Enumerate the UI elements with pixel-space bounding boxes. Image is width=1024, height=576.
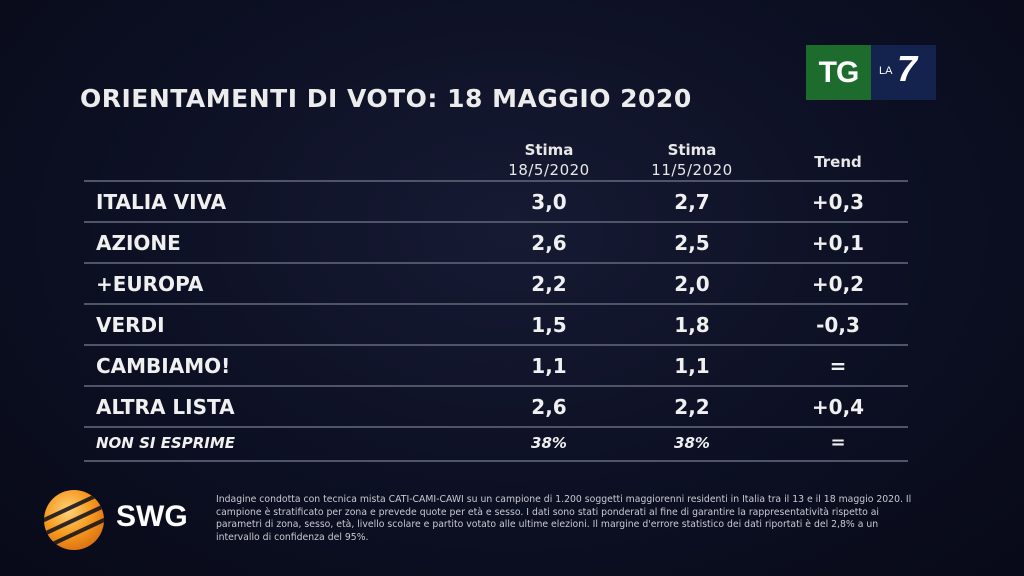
trend-value: +0,2 bbox=[811, 272, 865, 296]
header-previous-label: Stima bbox=[667, 141, 717, 159]
header-current-label: Stima bbox=[524, 141, 574, 159]
trend-value: -0,3 bbox=[816, 313, 860, 337]
current-estimate: 1,1 bbox=[531, 354, 567, 378]
current-estimate: 38% bbox=[531, 434, 567, 452]
row-divider bbox=[84, 344, 908, 346]
row-divider bbox=[84, 385, 908, 387]
party-name: CAMBIAMO! bbox=[96, 354, 231, 378]
current-estimate: 2,2 bbox=[531, 272, 567, 296]
table-row: AZIONE 2,6 2,5 +0,1 bbox=[84, 223, 908, 263]
trend-value: +0,4 bbox=[811, 395, 865, 419]
row-divider bbox=[84, 221, 908, 223]
page-title: ORIENTAMENTI DI VOTO: 18 MAGGIO 2020 bbox=[80, 84, 692, 113]
trend-value: = bbox=[829, 354, 847, 378]
previous-estimate: 2,7 bbox=[674, 190, 710, 214]
party-name: NON SI ESPRIME bbox=[96, 434, 236, 452]
table-row: NON SI ESPRIME 38% 38% = bbox=[84, 428, 908, 460]
tg-logo-part: TG bbox=[806, 45, 871, 100]
current-estimate: 2,6 bbox=[531, 231, 567, 255]
trend-value: +0,3 bbox=[811, 190, 865, 214]
la-logo-text: LA bbox=[879, 65, 893, 77]
methodology-note: Indagine condotta con tecnica mista CATI… bbox=[216, 494, 912, 543]
trend-value: +0,1 bbox=[811, 231, 865, 255]
header-current-estimate: Stima 18/5/2020 bbox=[484, 140, 614, 180]
previous-estimate: 1,1 bbox=[674, 354, 710, 378]
table-row: CAMBIAMO! 1,1 1,1 = bbox=[84, 346, 908, 386]
header-previous-date: 11/5/2020 bbox=[651, 161, 733, 179]
current-estimate: 2,6 bbox=[531, 395, 567, 419]
previous-estimate: 38% bbox=[674, 434, 710, 452]
seven-logo-text: 7 bbox=[897, 48, 918, 89]
la7-logo-part: LA 7 bbox=[871, 45, 936, 100]
table-row: ITALIA VIVA 3,0 2,7 +0,3 bbox=[84, 182, 908, 222]
previous-estimate: 2,0 bbox=[674, 272, 710, 296]
swg-logo: SWG bbox=[44, 490, 204, 550]
header-trend: Trend bbox=[814, 153, 862, 171]
table-row: +EUROPA 2,2 2,0 +0,2 bbox=[84, 264, 908, 304]
previous-estimate: 2,5 bbox=[674, 231, 710, 255]
current-estimate: 1,5 bbox=[531, 313, 567, 337]
party-name: ITALIA VIVA bbox=[96, 190, 227, 214]
table-row: ALTRA LISTA 2,6 2,2 +0,4 bbox=[84, 387, 908, 427]
current-estimate: 3,0 bbox=[531, 190, 567, 214]
party-name: ALTRA LISTA bbox=[96, 395, 235, 419]
trend-value: = bbox=[830, 432, 846, 453]
party-name: AZIONE bbox=[96, 231, 181, 255]
swg-logo-text: SWG bbox=[116, 500, 188, 533]
tg-la7-logo: TG LA 7 bbox=[806, 45, 936, 100]
poll-table: Stima 18/5/2020 Stima 11/5/2020 Trend IT… bbox=[84, 140, 908, 470]
row-divider bbox=[84, 180, 908, 182]
row-divider bbox=[84, 262, 908, 264]
party-name: VERDI bbox=[96, 313, 165, 337]
table-row: VERDI 1,5 1,8 -0,3 bbox=[84, 305, 908, 345]
previous-estimate: 1,8 bbox=[674, 313, 710, 337]
row-divider bbox=[84, 460, 908, 462]
row-divider bbox=[84, 303, 908, 305]
header-current-date: 18/5/2020 bbox=[508, 161, 590, 179]
globe-icon bbox=[44, 490, 104, 550]
row-divider bbox=[84, 426, 908, 428]
header-previous-estimate: Stima 11/5/2020 bbox=[627, 140, 757, 180]
party-name: +EUROPA bbox=[96, 272, 204, 296]
previous-estimate: 2,2 bbox=[674, 395, 710, 419]
